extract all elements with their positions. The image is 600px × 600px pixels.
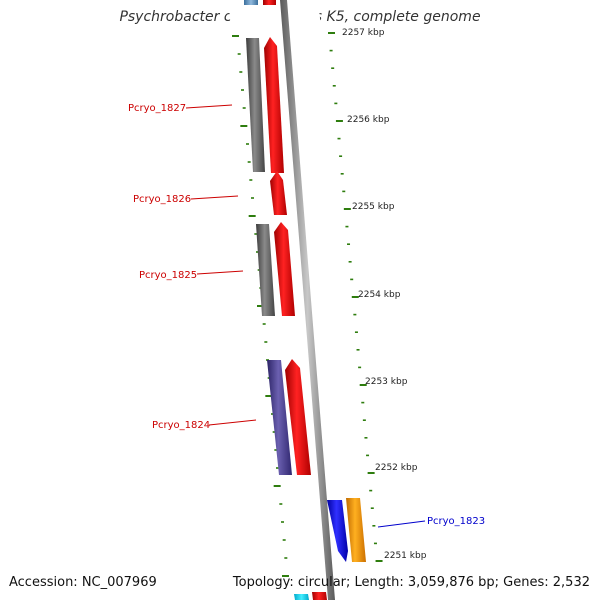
gene-label-pcryo-1824[interactable]: Pcryo_1824 — [152, 420, 210, 431]
gene-pcryo-1827-red — [264, 37, 284, 173]
gene-partial-red-bottom — [312, 592, 327, 600]
kbp-scale: 2257 kbp 2256 kbp 2255 kbp 2254 kbp 2253… — [342, 28, 427, 561]
gene-pcryo-1825-red — [274, 222, 295, 316]
gene-pcryo-1825-gray — [256, 224, 275, 316]
kbp-label-2256: 2256 kbp — [347, 115, 390, 125]
kbp-label-2251: 2251 kbp — [384, 551, 427, 561]
gene-label-pcryo-1825[interactable]: Pcryo_1825 — [139, 270, 197, 281]
gene-label-pcryo-1827[interactable]: Pcryo_1827 — [128, 103, 186, 114]
gene-labels: Pcryo_1827 Pcryo_1826 Pcryo_1825 Pcryo_1… — [128, 103, 485, 527]
accession-text: Accession: NC_007969 — [9, 575, 157, 590]
gene-partial-steel — [244, 0, 258, 5]
gene-label-pcryo-1826[interactable]: Pcryo_1826 — [133, 194, 191, 205]
gene-pcryo-1827-gray — [246, 38, 265, 172]
gene-label-pcryo-1823[interactable]: Pcryo_1823 — [427, 516, 485, 527]
kbp-label-2252: 2252 kbp — [375, 463, 418, 473]
label-leader-lines — [185, 104, 426, 528]
kbp-label-2255: 2255 kbp — [352, 202, 395, 212]
gene-pcryo-1823-orange — [346, 498, 366, 562]
genome-backbone — [280, 0, 335, 600]
gene-pcryo-1824-purple — [267, 360, 292, 475]
gene-partial-cyan — [294, 594, 309, 600]
topology-text: Topology: circular; Length: 3,059,876 bp… — [232, 575, 590, 590]
gene-pcryo-1826-red — [270, 171, 287, 215]
gene-pcryo-1824-red — [285, 359, 311, 475]
kbp-label-2254: 2254 kbp — [358, 290, 401, 300]
kbp-label-2257: 2257 kbp — [342, 28, 385, 38]
kbp-label-2253: 2253 kbp — [365, 377, 408, 387]
gene-partial-red-top — [263, 0, 276, 5]
gene-pcryo-1823-blue — [327, 500, 348, 562]
